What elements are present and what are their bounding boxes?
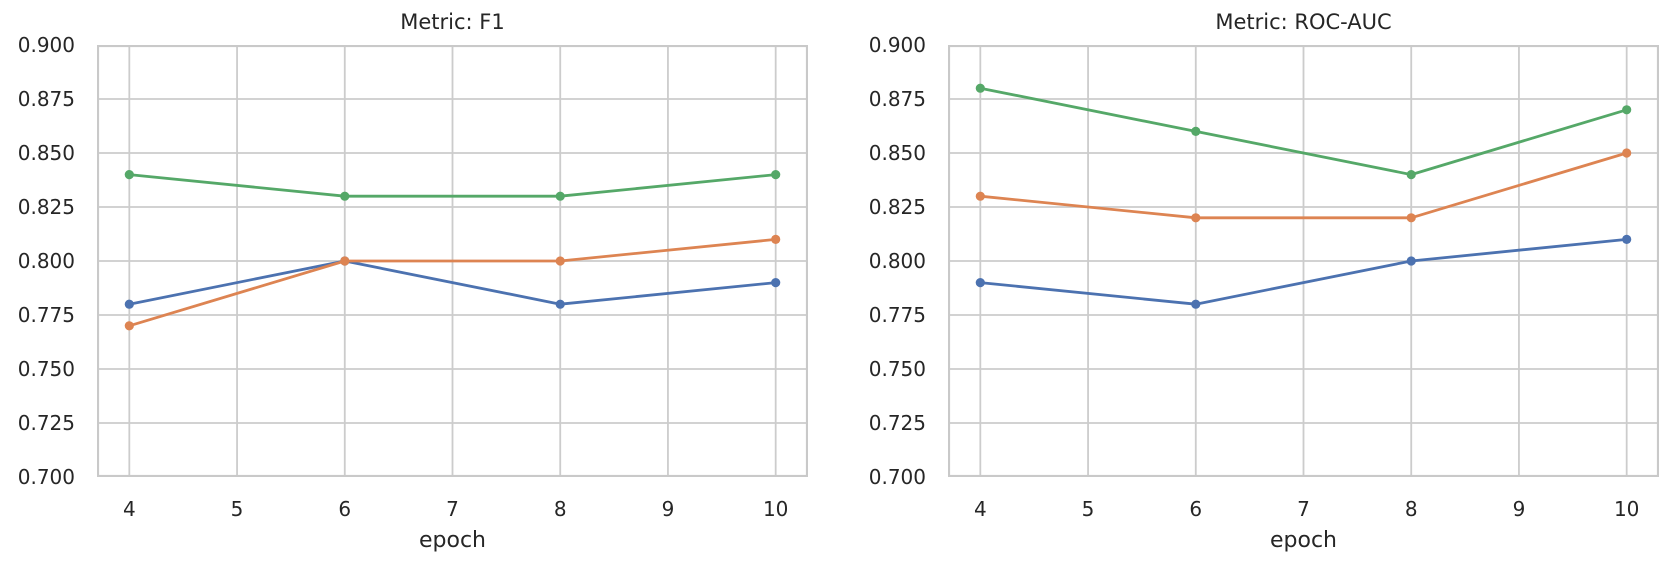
x-tick-label: 9 — [661, 497, 675, 521]
data-point-marker-blue — [771, 278, 781, 288]
x-tick-label: 8 — [1404, 497, 1418, 521]
x-tick-label: 7 — [446, 497, 459, 521]
y-tick-label: 0.825 — [17, 195, 75, 219]
data-point-marker-green — [771, 170, 781, 180]
x-tick-label: 5 — [1081, 497, 1095, 521]
data-point-marker-orange — [771, 234, 781, 244]
data-point-marker-green — [1406, 170, 1416, 180]
data-point-marker-green — [1191, 126, 1201, 136]
data-point-marker-blue — [1406, 256, 1416, 266]
y-tick-label: 0.800 — [17, 249, 75, 273]
plot-area-f1 — [97, 45, 808, 477]
y-tick-label: 0.900 — [17, 33, 75, 57]
x-tick-label: 6 — [1189, 497, 1203, 521]
data-point-marker-blue — [975, 278, 985, 288]
y-tick-label: 0.825 — [868, 195, 926, 219]
y-tick-label: 0.850 — [868, 141, 926, 165]
data-point-marker-green — [1622, 105, 1632, 115]
data-point-marker-orange — [1622, 148, 1632, 158]
x-tick-label: 6 — [338, 497, 352, 521]
data-point-marker-orange — [124, 321, 134, 331]
data-point-marker-green — [340, 191, 350, 201]
chart-title-f1: Metric: F1 — [400, 10, 505, 34]
x-tick-label: 10 — [762, 497, 789, 521]
y-tick-label: 0.725 — [17, 411, 75, 435]
data-point-marker-blue — [1191, 299, 1201, 309]
y-tick-label: 0.775 — [868, 303, 926, 327]
data-point-marker-orange — [975, 191, 985, 201]
x-tick-label: 8 — [553, 497, 567, 521]
x-tick-label: 7 — [1297, 497, 1310, 521]
series-line-green — [978, 86, 1629, 177]
y-tick-label: 0.750 — [17, 357, 75, 381]
y-tick-label: 0.875 — [17, 87, 75, 111]
y-tick-label: 0.900 — [868, 33, 926, 57]
data-point-marker-orange — [340, 256, 350, 266]
data-point-marker-green — [124, 170, 134, 180]
series-line-blue — [978, 237, 1629, 306]
chart-roc-auc: Metric: ROC-AUC epoch 0.700 0.725 0.750 0.7… — [836, 0, 1673, 565]
data-point-marker-green — [555, 191, 565, 201]
axes-spines — [948, 45, 1659, 477]
x-tick-label: 4 — [973, 497, 987, 521]
series-line-green — [127, 173, 778, 198]
data-point-marker-orange — [1406, 213, 1416, 223]
data-point-marker-orange — [1191, 213, 1201, 223]
series-line-blue — [127, 259, 778, 306]
x-tick-label: 5 — [230, 497, 244, 521]
x-axis-label-epoch: epoch — [419, 528, 486, 553]
y-tick-label: 0.725 — [868, 411, 926, 435]
data-point-marker-blue — [555, 299, 565, 309]
y-tick-label: 0.850 — [17, 141, 75, 165]
plot-canvas — [948, 45, 1659, 477]
plot-area-roc-auc — [948, 45, 1659, 477]
series-line-orange — [127, 237, 778, 328]
y-tick-label: 0.775 — [17, 303, 75, 327]
x-tick-label: 9 — [1512, 497, 1526, 521]
y-tick-label: 0.800 — [868, 249, 926, 273]
data-point-marker-orange — [555, 256, 565, 266]
y-tick-label: 0.875 — [868, 87, 926, 111]
data-point-marker-green — [975, 83, 985, 93]
y-tick-label: 0.750 — [868, 357, 926, 381]
plot-canvas — [97, 45, 808, 477]
chart-f1: Metric: F1 epoch 0.700 0.725 0.750 0.775 0.8… — [0, 0, 836, 565]
x-tick-label: 4 — [122, 497, 136, 521]
chart-title-roc-auc: Metric: ROC-AUC — [1215, 10, 1392, 34]
y-tick-label: 0.700 — [868, 465, 926, 489]
y-tick-label: 0.700 — [17, 465, 75, 489]
data-point-marker-blue — [1622, 234, 1632, 244]
data-point-marker-blue — [124, 299, 134, 309]
axes-spines — [97, 45, 808, 477]
x-axis-label-epoch: epoch — [1270, 528, 1337, 553]
series-line-orange — [978, 151, 1629, 220]
x-tick-label: 10 — [1613, 497, 1640, 521]
